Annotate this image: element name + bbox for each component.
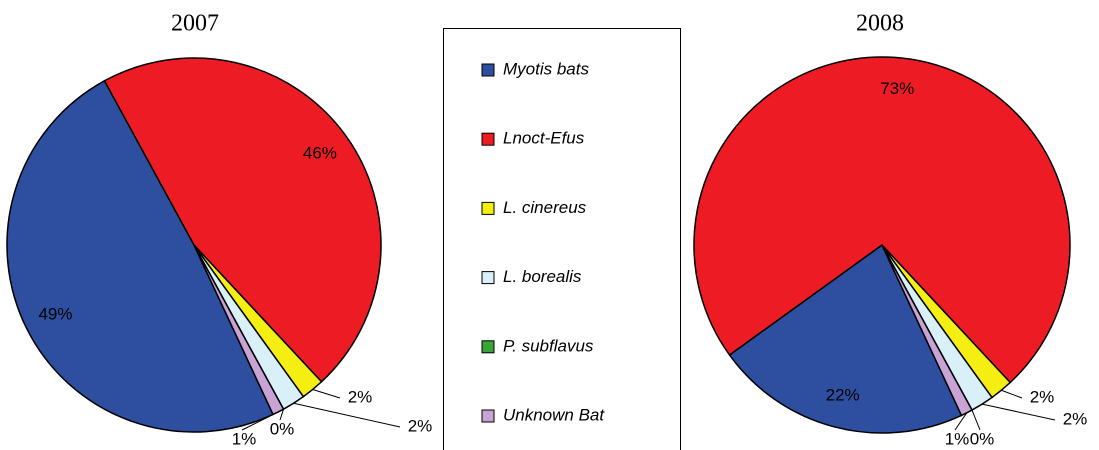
pie-slice (6, 79, 275, 433)
data-label: 0% (270, 419, 295, 438)
leader-line (241, 411, 279, 431)
data-label: 22% (826, 385, 860, 404)
data-label: 2% (1063, 409, 1088, 428)
pie-slice (103, 57, 382, 383)
legend-label: L. cinereus (503, 198, 587, 217)
legend-swatch (481, 271, 495, 285)
legend-label: L. borealis (503, 267, 582, 286)
data-label: 46% (303, 144, 337, 163)
chart-title: 2007 (171, 11, 219, 37)
legend-swatch (481, 409, 495, 423)
legend-label: Myotis bats (503, 59, 589, 78)
legend-label: P. subflavus (503, 336, 594, 355)
legend-swatch (481, 63, 495, 77)
leader-line (971, 409, 981, 431)
leader-line (954, 412, 968, 431)
leader-line (293, 402, 401, 428)
data-label: 49% (38, 304, 72, 323)
legend-swatch (481, 132, 495, 146)
legend-box (443, 28, 681, 450)
leader-line (279, 409, 284, 421)
legend-label: Unknown Bat (503, 405, 605, 424)
leader-line (982, 403, 1056, 421)
data-label: 0% (970, 429, 995, 448)
data-label: 73% (880, 79, 914, 98)
data-label: 2% (1030, 387, 1055, 406)
data-label: 2% (408, 416, 433, 435)
legend-swatch (481, 340, 495, 354)
leader-line (1001, 389, 1023, 399)
legend-label: Lnoct-Efus (503, 129, 585, 148)
data-label: 1% (945, 429, 970, 448)
leader-line (312, 389, 341, 399)
pie-slice (693, 56, 1071, 384)
chart-title: 2008 (856, 11, 904, 37)
data-label: 2% (348, 387, 373, 406)
legend-swatch (481, 201, 495, 215)
data-label: 1% (232, 429, 257, 448)
